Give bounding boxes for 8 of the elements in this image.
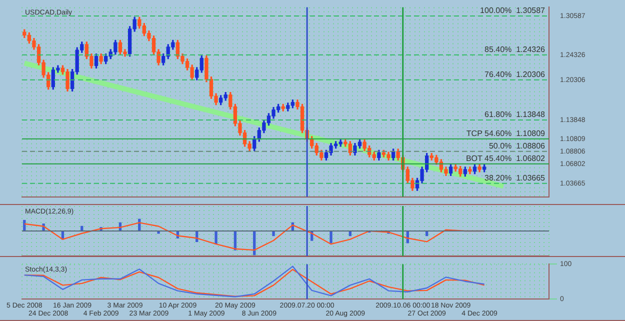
ref-line-label: 85.40% 1.24326 — [484, 45, 546, 54]
ref-line-label: 50.0% 1.08806 — [488, 142, 546, 151]
ref-line-label: 61.80% 1.13848 — [484, 110, 546, 120]
ref-line-label: 100.00% 1.30587 — [480, 6, 546, 16]
ref-line-label: BOT 45.40% 1.06802 — [466, 154, 546, 164]
ref-line-label: 38.20% 1.03665 — [484, 174, 546, 183]
ref-line-label: TCP 54.60% 1.10809 — [466, 129, 546, 138]
ref-line-label: 76.40% 1.20306 — [484, 70, 546, 80]
